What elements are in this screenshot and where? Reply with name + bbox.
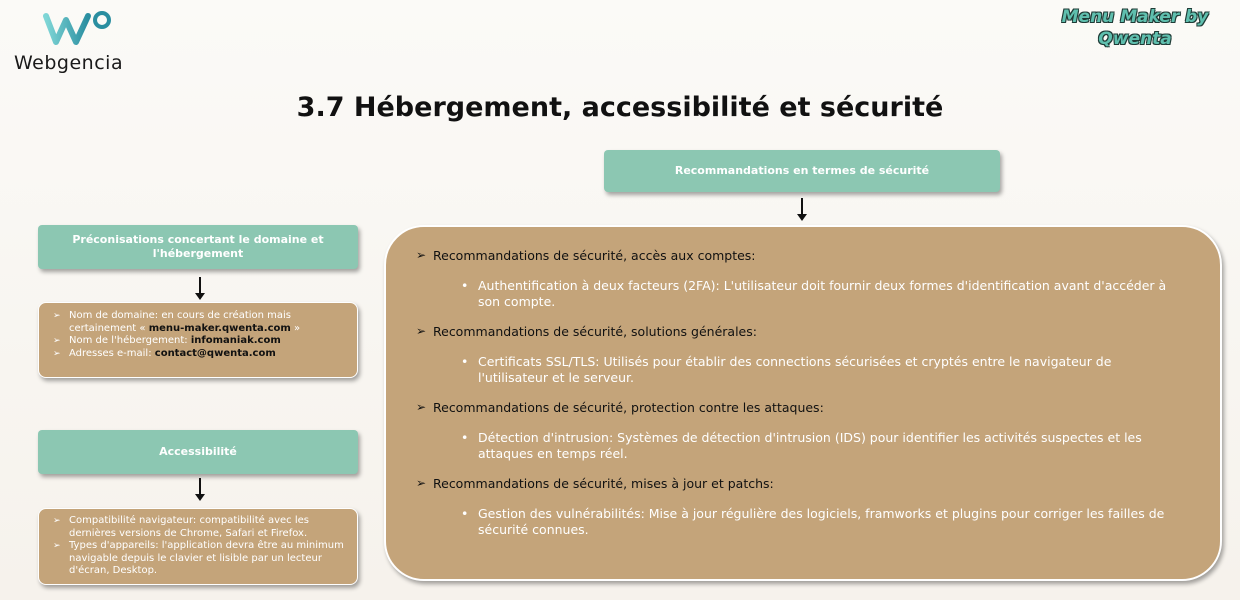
item-text: Nom de domaine: en cours de création mai… bbox=[69, 310, 292, 334]
domain-list: Nom de domaine: en cours de création mai… bbox=[53, 310, 347, 360]
security-section-title: ➢ Recommandations de sécurité, solutions … bbox=[416, 323, 1190, 340]
bullet-icon: • bbox=[461, 354, 469, 369]
section-title-text: Recommandations de sécurité, mises à jou… bbox=[433, 476, 774, 491]
chevron-right-icon: ➢ bbox=[416, 476, 427, 490]
down-arrow-icon bbox=[797, 198, 807, 222]
domain-hosting-header: Préconisations concertant le domaine et … bbox=[38, 225, 358, 269]
webgencia-w-logo-icon bbox=[43, 11, 111, 45]
security-section-item: • Détection d'intrusion: Systèmes de déte… bbox=[461, 430, 1178, 462]
accessibility-header: Accessibilité bbox=[38, 430, 358, 474]
item-text-after: » bbox=[290, 322, 301, 334]
domain-list-item: Nom de l'hébergement: infomaniak.com bbox=[53, 335, 347, 348]
security-section-item: • Certificats SSL/TLS: Utilisés pour étab… bbox=[461, 354, 1178, 386]
accessibility-list-item: Compatibilité navigateur: compatibilité … bbox=[53, 515, 347, 540]
section-item-text: Authentification à deux facteurs (2FA): … bbox=[478, 278, 1167, 309]
bullet-icon: • bbox=[461, 506, 469, 521]
item-text: Adresses e-mail: bbox=[69, 347, 155, 359]
item-value: menu-maker.qwenta.com bbox=[148, 322, 291, 334]
item-text: Nom de l'hébergement: bbox=[69, 335, 191, 346]
brand-name: Webgencia bbox=[14, 52, 124, 74]
down-arrow-icon bbox=[195, 277, 205, 301]
credit-text: Menu Maker by Qwenta bbox=[1040, 6, 1230, 50]
section-title-text: Recommandations de sécurité, solutions g… bbox=[433, 324, 757, 339]
accessibility-list: Compatibilité navigateur: compatibilité … bbox=[53, 515, 347, 578]
domain-list-item: Adresses e-mail: contact@qwenta.com bbox=[53, 348, 347, 361]
webgencia-logo: Webgencia bbox=[12, 8, 152, 74]
security-header: Recommandations en termes de sécurité bbox=[604, 150, 1000, 192]
bullet-icon: • bbox=[461, 278, 469, 293]
security-section-title: ➢ Recommandations de sécurité, protection… bbox=[416, 399, 1190, 416]
credit-line-1: Menu Maker by bbox=[1061, 7, 1209, 27]
security-section-title: ➢ Recommandations de sécurité, accès aux … bbox=[416, 247, 1190, 264]
chevron-right-icon: ➢ bbox=[416, 248, 427, 262]
chevron-right-icon: ➢ bbox=[416, 324, 427, 338]
item-value: infomaniak.com bbox=[190, 335, 281, 346]
security-section-title: ➢ Recommandations de sécurité, mises à jo… bbox=[416, 475, 1190, 492]
section-title-text: Recommandations de sécurité, accès aux c… bbox=[433, 248, 756, 263]
section-item-text: Certificats SSL/TLS: Utilisés pour établ… bbox=[478, 354, 1112, 385]
security-section-item: • Authentification à deux facteurs (2FA):… bbox=[461, 278, 1178, 310]
section-item-text: Gestion des vulnérabilités: Mise à jour … bbox=[478, 506, 1165, 537]
credit-line-2: Qwenta bbox=[1098, 29, 1172, 49]
section-item-text: Détection d'intrusion: Systèmes de détec… bbox=[478, 430, 1142, 461]
item-value: contact@qwenta.com bbox=[154, 347, 276, 359]
accessibility-list-item: Types d'appareils: l'application devra ê… bbox=[53, 540, 347, 578]
down-arrow-icon bbox=[195, 478, 205, 502]
section-title-text: Recommandations de sécurité, protection … bbox=[433, 400, 824, 415]
chevron-right-icon: ➢ bbox=[416, 400, 427, 414]
accessibility-box: Compatibilité navigateur: compatibilité … bbox=[38, 508, 358, 585]
bullet-icon: • bbox=[461, 430, 469, 445]
domain-hosting-box: Nom de domaine: en cours de création mai… bbox=[38, 302, 358, 378]
security-section-item: • Gestion des vulnérabilités: Mise à jour… bbox=[461, 506, 1178, 538]
domain-list-item: Nom de domaine: en cours de création mai… bbox=[53, 310, 347, 335]
page-title: 3.7 Hébergement, accessibilité et sécuri… bbox=[296, 92, 944, 123]
security-box: ➢ Recommandations de sécurité, accès aux … bbox=[384, 225, 1222, 581]
